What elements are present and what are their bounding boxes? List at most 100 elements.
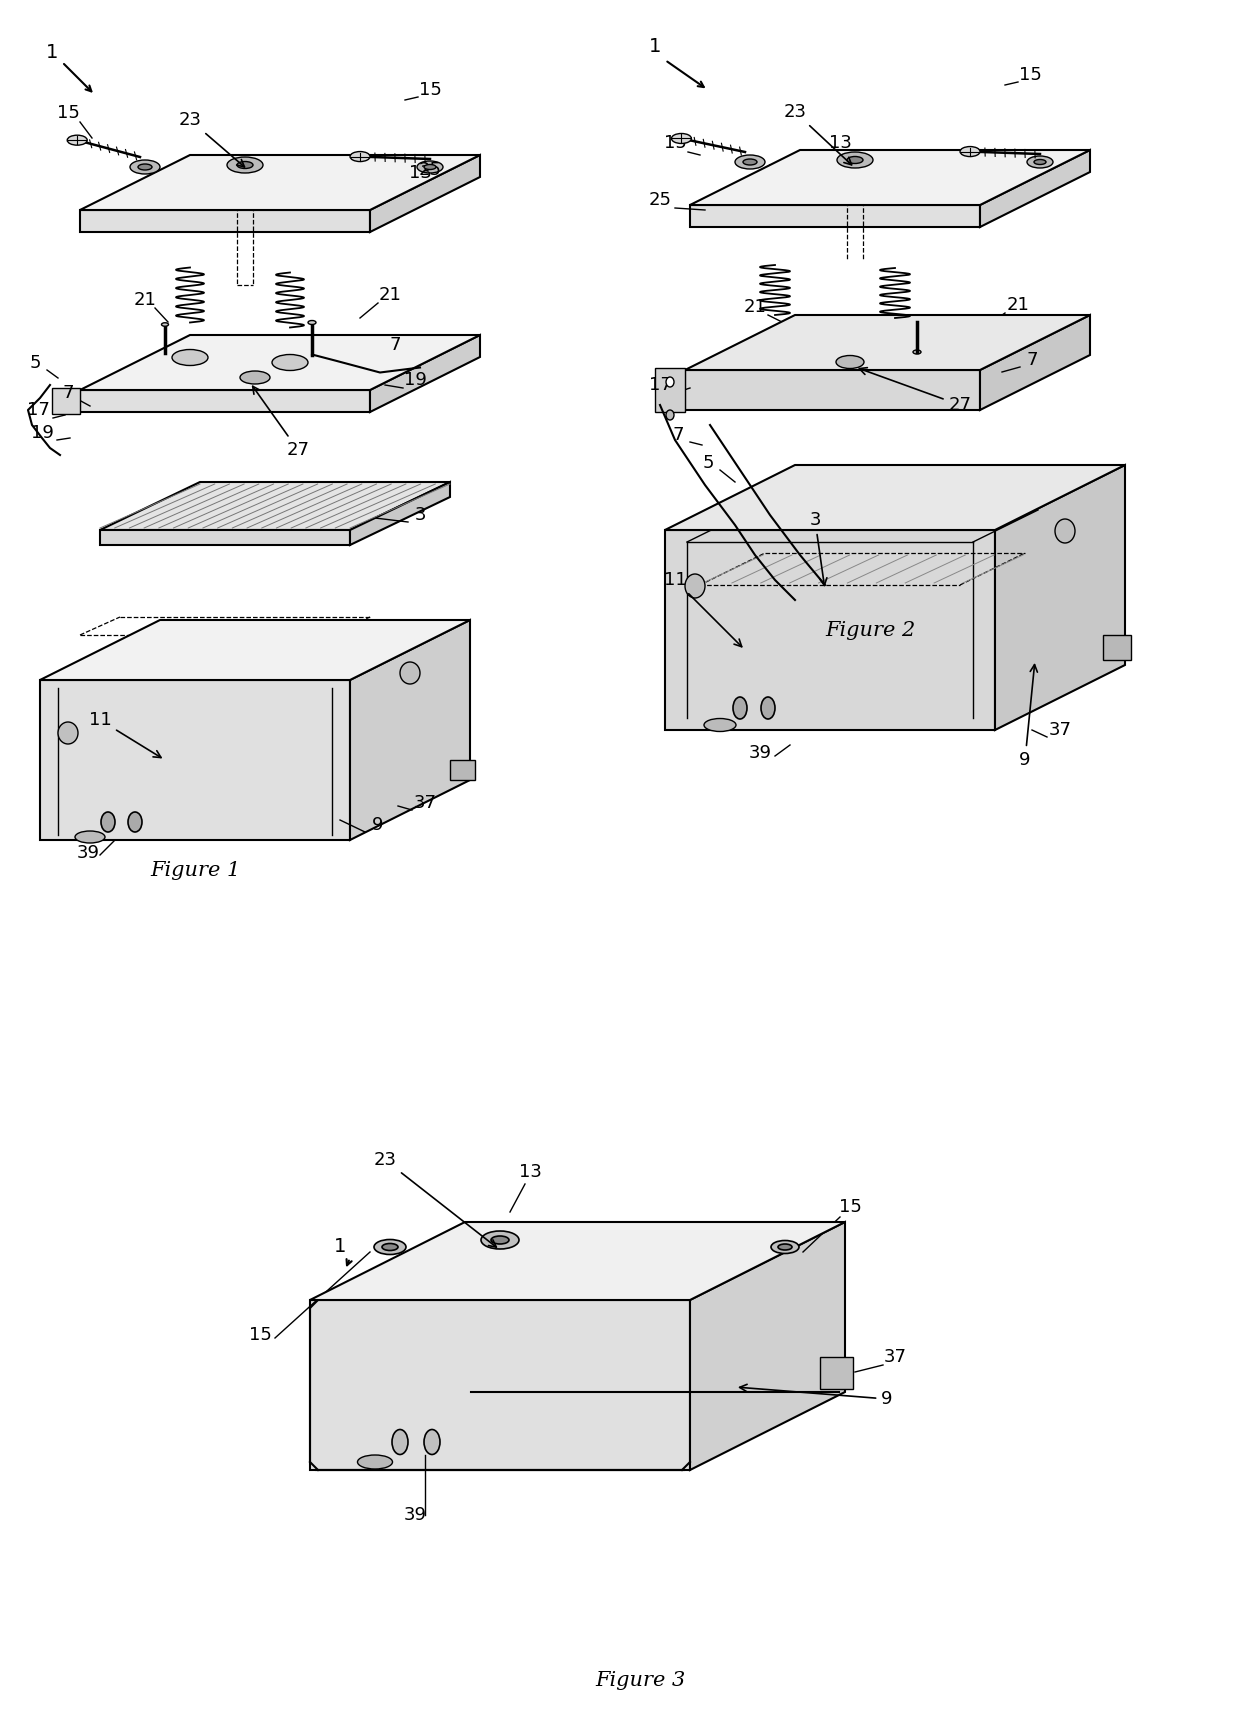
Polygon shape bbox=[350, 619, 470, 839]
Text: 11: 11 bbox=[663, 571, 742, 647]
Ellipse shape bbox=[241, 372, 270, 384]
Ellipse shape bbox=[913, 349, 921, 354]
Text: 13: 13 bbox=[518, 1163, 542, 1182]
Text: 5: 5 bbox=[30, 354, 41, 372]
Polygon shape bbox=[370, 335, 480, 413]
Ellipse shape bbox=[481, 1232, 520, 1249]
Text: Figure 2: Figure 2 bbox=[825, 621, 915, 640]
Ellipse shape bbox=[960, 146, 980, 157]
Ellipse shape bbox=[1027, 157, 1053, 169]
Ellipse shape bbox=[777, 1244, 792, 1250]
Ellipse shape bbox=[417, 162, 443, 174]
Ellipse shape bbox=[704, 719, 737, 731]
Ellipse shape bbox=[308, 320, 316, 325]
Ellipse shape bbox=[350, 151, 370, 162]
Text: 39: 39 bbox=[403, 1507, 427, 1524]
Polygon shape bbox=[1104, 635, 1131, 660]
Text: 21: 21 bbox=[378, 286, 402, 304]
Text: 13: 13 bbox=[828, 134, 852, 151]
Text: 39: 39 bbox=[77, 845, 99, 862]
Text: 15: 15 bbox=[57, 103, 79, 122]
Polygon shape bbox=[40, 619, 470, 679]
Text: 21: 21 bbox=[1007, 296, 1029, 315]
Text: 21: 21 bbox=[134, 291, 156, 310]
Polygon shape bbox=[81, 335, 480, 390]
Ellipse shape bbox=[237, 162, 253, 169]
Ellipse shape bbox=[733, 697, 746, 719]
Text: 19: 19 bbox=[31, 425, 53, 442]
Text: 37: 37 bbox=[883, 1348, 906, 1366]
Polygon shape bbox=[52, 389, 81, 415]
Ellipse shape bbox=[357, 1455, 393, 1469]
Text: 15: 15 bbox=[663, 134, 687, 151]
Text: 9: 9 bbox=[1019, 664, 1038, 769]
Text: 27: 27 bbox=[859, 368, 971, 415]
Ellipse shape bbox=[128, 812, 143, 832]
Ellipse shape bbox=[138, 163, 153, 170]
Text: 25: 25 bbox=[649, 191, 672, 210]
Text: 37: 37 bbox=[1049, 721, 1071, 740]
Ellipse shape bbox=[684, 574, 706, 599]
Text: 27: 27 bbox=[253, 387, 310, 459]
Ellipse shape bbox=[58, 722, 78, 745]
Text: 3: 3 bbox=[414, 506, 425, 525]
Ellipse shape bbox=[491, 1237, 508, 1244]
Text: 17: 17 bbox=[26, 401, 50, 420]
Ellipse shape bbox=[671, 134, 692, 143]
Ellipse shape bbox=[74, 831, 105, 843]
Ellipse shape bbox=[847, 157, 863, 163]
Polygon shape bbox=[310, 1300, 689, 1471]
Text: 7: 7 bbox=[389, 335, 401, 354]
Text: 23: 23 bbox=[784, 103, 852, 165]
Text: 9: 9 bbox=[372, 815, 383, 834]
Polygon shape bbox=[665, 530, 994, 729]
Ellipse shape bbox=[172, 349, 208, 366]
Polygon shape bbox=[450, 760, 475, 779]
Ellipse shape bbox=[1034, 160, 1047, 165]
Text: 3: 3 bbox=[810, 511, 827, 585]
Ellipse shape bbox=[161, 323, 169, 327]
Text: 7: 7 bbox=[672, 427, 683, 444]
Ellipse shape bbox=[100, 812, 115, 832]
Polygon shape bbox=[980, 315, 1090, 409]
Text: 1: 1 bbox=[334, 1237, 346, 1256]
Text: 5: 5 bbox=[702, 454, 714, 471]
Ellipse shape bbox=[382, 1244, 398, 1250]
Text: 15: 15 bbox=[419, 81, 441, 100]
Ellipse shape bbox=[392, 1429, 408, 1455]
Polygon shape bbox=[820, 1357, 853, 1390]
Polygon shape bbox=[655, 368, 684, 413]
Text: 17: 17 bbox=[649, 377, 671, 394]
Polygon shape bbox=[689, 205, 980, 227]
Polygon shape bbox=[350, 482, 450, 545]
Ellipse shape bbox=[424, 165, 436, 170]
Text: 21: 21 bbox=[744, 298, 766, 316]
Polygon shape bbox=[665, 464, 1125, 530]
Text: 1: 1 bbox=[46, 43, 58, 62]
Text: 23: 23 bbox=[373, 1151, 496, 1247]
Polygon shape bbox=[689, 1221, 844, 1471]
Polygon shape bbox=[40, 679, 350, 839]
Text: 15: 15 bbox=[838, 1199, 862, 1216]
Polygon shape bbox=[81, 210, 370, 232]
Text: 13: 13 bbox=[408, 163, 432, 182]
Polygon shape bbox=[81, 155, 480, 210]
Polygon shape bbox=[370, 155, 480, 232]
Polygon shape bbox=[994, 464, 1125, 729]
Ellipse shape bbox=[130, 160, 160, 174]
Polygon shape bbox=[310, 1221, 844, 1300]
Ellipse shape bbox=[836, 356, 864, 368]
Text: 23: 23 bbox=[179, 112, 244, 167]
Ellipse shape bbox=[227, 157, 263, 174]
Ellipse shape bbox=[743, 158, 756, 165]
Ellipse shape bbox=[735, 155, 765, 169]
Polygon shape bbox=[81, 390, 370, 413]
Ellipse shape bbox=[666, 377, 675, 387]
Ellipse shape bbox=[401, 662, 420, 685]
Text: 15: 15 bbox=[248, 1326, 272, 1343]
Ellipse shape bbox=[424, 1429, 440, 1455]
Ellipse shape bbox=[761, 697, 775, 719]
Ellipse shape bbox=[272, 354, 308, 370]
Ellipse shape bbox=[67, 136, 87, 144]
Text: 39: 39 bbox=[749, 745, 771, 762]
